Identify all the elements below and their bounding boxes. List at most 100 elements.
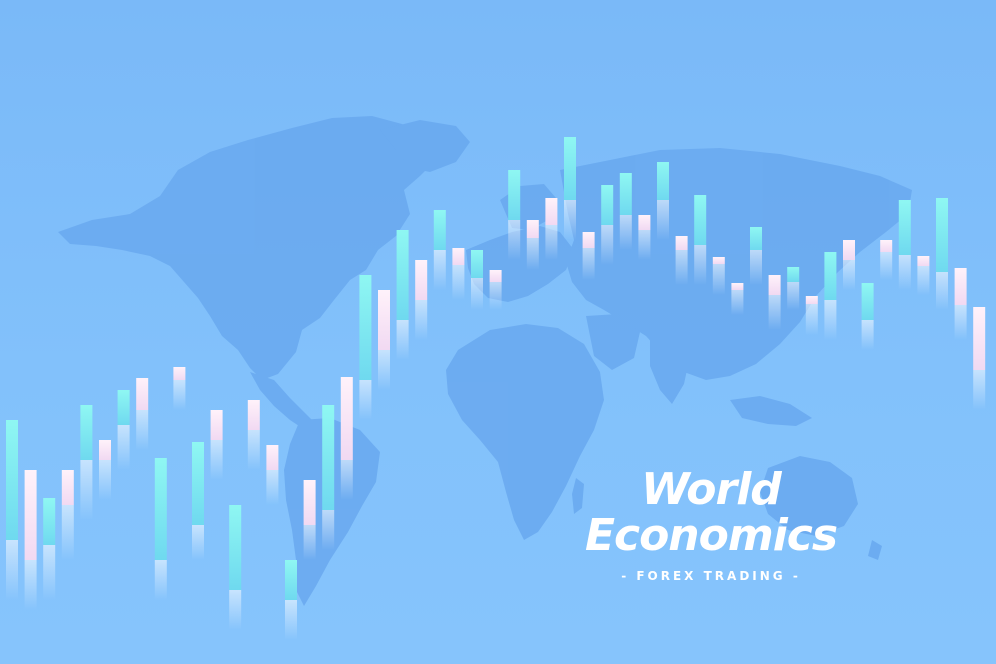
candlestick — [675, 210, 688, 285]
candle-body-up — [229, 505, 242, 590]
candle-reflection — [917, 266, 930, 295]
candle-body-down — [768, 275, 781, 295]
candle-body-up — [936, 198, 948, 272]
candlestick — [954, 235, 967, 340]
candle-body-down — [99, 440, 111, 460]
candle-reflection — [898, 255, 911, 290]
map-north-america — [58, 116, 436, 380]
candle-body-up — [787, 267, 800, 282]
candle-reflection — [768, 295, 781, 330]
candle-reflection — [824, 300, 837, 340]
candlestick — [266, 375, 279, 505]
candle-body-down — [61, 470, 74, 505]
candlestick — [210, 340, 223, 480]
candle-body-down — [210, 410, 223, 440]
candle-reflection — [750, 250, 762, 285]
candlestick — [378, 180, 390, 390]
candle-body-down — [731, 283, 744, 290]
candle-body-down — [582, 232, 595, 248]
candlestick — [322, 200, 335, 550]
candle-reflection — [601, 225, 614, 265]
candle-reflection — [452, 265, 465, 300]
candlestick — [452, 235, 465, 300]
candle-reflection — [378, 350, 390, 390]
candlestick — [6, 360, 18, 600]
candle-reflection — [303, 525, 316, 560]
candlestick — [415, 185, 428, 340]
candle-reflection — [192, 525, 204, 560]
candle-body-up — [6, 420, 18, 540]
candle-body-up — [861, 283, 874, 320]
candle-reflection — [843, 260, 855, 290]
map-southeast-asia — [730, 396, 812, 426]
candlestick — [359, 110, 372, 420]
candle-body-down — [917, 256, 930, 266]
map-new-zealand — [868, 540, 882, 560]
candle-reflection — [61, 505, 74, 560]
candle-reflection — [210, 440, 223, 480]
candle-body-up — [471, 250, 483, 278]
candlestick — [973, 210, 986, 410]
candlestick — [526, 160, 539, 270]
candlestick — [43, 460, 56, 600]
candlestick — [898, 125, 911, 290]
candle-body-down — [452, 248, 465, 265]
candlestick — [638, 185, 651, 260]
candle-reflection — [861, 320, 874, 350]
candle-reflection — [805, 304, 818, 335]
candlestick — [917, 240, 930, 295]
candlestick — [508, 95, 521, 260]
candle-body-down — [545, 198, 558, 225]
candle-body-down — [675, 236, 688, 250]
candle-body-down — [843, 240, 855, 260]
candle-body-down — [880, 240, 893, 252]
candle-reflection — [154, 560, 167, 600]
candle-body-down — [638, 215, 651, 230]
candlestick — [787, 240, 800, 310]
candlestick — [396, 165, 409, 360]
candle-body-up — [359, 275, 372, 380]
candlestick — [154, 345, 167, 600]
candle-body-down — [136, 378, 149, 410]
candle-body-up — [657, 162, 669, 200]
candle-reflection — [322, 510, 335, 550]
map-asia — [560, 148, 912, 380]
candlestick — [843, 190, 855, 290]
candlestick — [861, 235, 874, 350]
candlestick — [80, 300, 93, 520]
candlestick — [433, 150, 446, 290]
candle-reflection — [936, 272, 948, 310]
candle-body-down — [805, 296, 818, 304]
candle-reflection — [564, 200, 576, 240]
candlestick — [601, 110, 614, 265]
candle-reflection — [24, 560, 37, 610]
candle-reflection — [731, 290, 744, 315]
candle-body-up — [322, 405, 335, 510]
candle-reflection — [229, 590, 242, 630]
map-australia — [760, 456, 858, 536]
candlestick — [936, 145, 948, 310]
candle-reflection — [173, 380, 186, 410]
candlestick — [61, 455, 74, 560]
tagline: - FOREX TRADING - — [621, 569, 801, 583]
headline: World Economics — [556, 468, 866, 558]
map-middle-east — [586, 314, 640, 370]
candle-reflection — [787, 282, 800, 310]
candle-body-down — [954, 268, 967, 305]
candle-body-up — [433, 210, 446, 250]
candle-body-up — [396, 230, 409, 320]
candle-reflection — [675, 250, 688, 285]
candlestick — [99, 405, 111, 500]
candlestick — [229, 338, 242, 630]
candle-reflection — [340, 460, 353, 500]
candle-body-up — [508, 170, 521, 220]
candle-reflection — [43, 545, 56, 600]
candle-reflection — [508, 220, 521, 260]
candlestick — [173, 335, 186, 410]
candle-body-down — [489, 270, 502, 282]
map-india — [650, 330, 690, 404]
candle-reflection — [80, 460, 93, 520]
candle-reflection — [657, 200, 669, 240]
